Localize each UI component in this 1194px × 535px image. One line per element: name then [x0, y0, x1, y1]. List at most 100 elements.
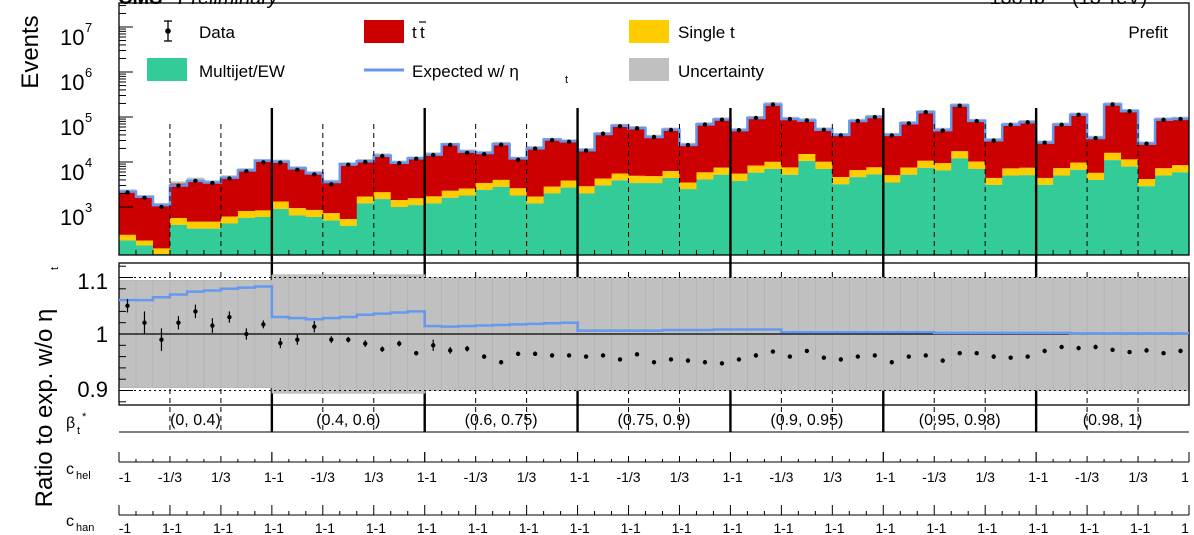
chan-tick-label: -1 — [475, 520, 488, 535]
ttbar-bar — [356, 161, 375, 197]
chel-tick-label: 1/3 — [211, 469, 231, 485]
ttbar-bar — [339, 165, 358, 220]
data-point — [278, 160, 283, 165]
ratio-data-point — [974, 351, 979, 356]
chan-tick-label: -1 — [730, 520, 743, 535]
multijet-bar — [373, 199, 392, 255]
data-point — [1178, 116, 1183, 122]
chan-tick-label: -1 — [883, 520, 896, 535]
ratio-data-point — [244, 331, 249, 337]
data-point — [617, 124, 623, 129]
data-point — [736, 127, 742, 133]
data-point — [414, 156, 419, 161]
chan-tick-label: -1 — [374, 520, 387, 535]
ttbar-bar — [492, 144, 511, 180]
data-point — [940, 128, 945, 133]
ttbar-bar — [798, 120, 816, 155]
ttbar-bar — [1087, 138, 1105, 173]
chan-tick-label: -1 — [323, 520, 336, 535]
legend-expected-label: Expected w/ η — [412, 62, 519, 81]
ttbar-bar — [152, 205, 171, 249]
data-point — [1144, 141, 1149, 146]
ttbar-bar — [220, 177, 239, 217]
single-top-bar — [407, 198, 426, 206]
chan-tick-label: 1 — [417, 520, 425, 535]
chan-tick-label: 1 — [1181, 520, 1189, 535]
ttbar-bar — [951, 105, 969, 152]
beta-bin-label: (0.4, 0.6) — [316, 412, 380, 429]
multijet-bar — [186, 228, 205, 255]
multijet-bar — [441, 197, 460, 255]
ratio-y-ticks: 1.1 1 0.9 — [77, 269, 108, 402]
chel-tick-label: 1/3 — [1128, 469, 1148, 485]
chan-tick-label: 1 — [1130, 520, 1138, 535]
beta-axis-label: β — [66, 415, 75, 432]
ttbar-bar — [390, 162, 409, 201]
ttbar-bar — [832, 135, 850, 178]
ttbar-bar — [917, 112, 935, 161]
chan-tick-label: -1 — [628, 520, 641, 535]
ratio-data-point — [702, 360, 708, 365]
multijet-bar — [237, 217, 256, 255]
data-point — [176, 183, 181, 188]
ratio-data-point — [363, 341, 368, 346]
multijet-bar — [339, 225, 358, 255]
chel-tick-label: 1 — [875, 469, 883, 485]
ratio-data-point — [1161, 351, 1166, 356]
multijet-bar — [1053, 175, 1071, 255]
ratio-data-point — [991, 354, 996, 359]
data-point — [804, 118, 810, 123]
chel-tick-label: 1 — [570, 469, 578, 485]
multijet-bar — [951, 158, 969, 255]
single-top-bar — [883, 175, 901, 183]
multijet-bar — [305, 216, 324, 255]
ratio-data-point — [668, 357, 674, 362]
ratio-data-point — [498, 360, 504, 365]
ratio-data-point — [210, 323, 215, 328]
legend: Data t t Single t Multijet/EW Expected w… — [147, 20, 764, 86]
data-point — [464, 150, 470, 156]
multijet-bar — [1036, 184, 1054, 255]
data-point — [329, 182, 334, 187]
chan-tick-label: -1 — [1036, 520, 1049, 535]
data-point — [855, 118, 861, 124]
data-point — [498, 142, 504, 147]
multijet-bar — [985, 184, 1003, 255]
data-point — [906, 121, 911, 126]
multijet-bar — [696, 179, 714, 255]
single-top-bar — [798, 154, 816, 162]
multijet-bar — [390, 207, 409, 255]
data-point — [1161, 117, 1166, 123]
single-top-bar — [832, 177, 850, 185]
ttbar-bar — [441, 144, 460, 191]
ratio-data-point — [1025, 354, 1030, 359]
multijet-bar — [730, 180, 748, 255]
single-top-bar — [458, 188, 477, 196]
ttbar-bar — [713, 119, 731, 168]
ratio-data-point — [515, 351, 521, 356]
ttbar-bar — [883, 135, 901, 176]
chan-tick-label: -1 — [985, 520, 998, 535]
ratio-data-point — [295, 337, 300, 342]
ttbar-bar — [577, 150, 596, 187]
data-point — [1008, 122, 1013, 128]
ratio-tick-0.9: 0.9 — [77, 377, 108, 402]
chan-tick-label: 1 — [723, 520, 731, 535]
ttbar-bar — [1002, 124, 1020, 169]
ttbar-bar — [1053, 124, 1071, 169]
single-top-bar — [951, 151, 969, 159]
multijet-bar — [119, 240, 137, 255]
chel-tick-label: -1 — [577, 469, 590, 485]
multijet-bar — [628, 183, 647, 255]
ttbar-bar — [781, 119, 799, 168]
ttbar-bar — [985, 140, 1003, 178]
ttbar-bar — [475, 153, 494, 183]
chan-tick-label: 1 — [519, 520, 527, 535]
chel-tick-label: -1/3 — [769, 469, 793, 485]
ttbar-bar — [271, 161, 290, 202]
svg-text:3: 3 — [85, 200, 92, 215]
legend-data-label: Data — [199, 23, 235, 42]
ttbar-bar — [968, 121, 986, 162]
ratio-data-point — [397, 341, 402, 346]
multijet-bar — [611, 180, 630, 255]
